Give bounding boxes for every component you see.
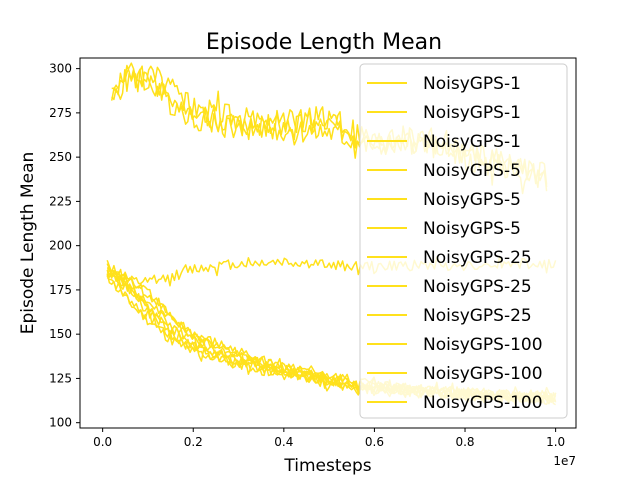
y-tick-label: 200	[49, 239, 72, 253]
legend-label: NoisyGPS-5	[423, 219, 521, 239]
legend-label: NoisyGPS-25	[423, 248, 532, 268]
y-tick-label: 175	[49, 283, 72, 297]
legend-label: NoisyGPS-100	[423, 364, 543, 384]
x-tick-label: 0.6	[365, 435, 384, 449]
y-axis: 100 125 150 175 200 225 250 275 300	[49, 62, 80, 430]
y-tick-label: 300	[49, 62, 72, 76]
legend-label: NoisyGPS-5	[423, 190, 521, 210]
y-tick-label: 275	[49, 106, 72, 120]
x-axis-offset-label: 1e7	[553, 454, 576, 468]
legend-label: NoisyGPS-25	[423, 306, 532, 326]
y-tick-label: 250	[49, 150, 72, 164]
x-tick-label: 1.0	[546, 435, 565, 449]
y-tick-label: 150	[49, 327, 72, 341]
x-axis: 0.0 0.2 0.4 0.6 0.8 1.0	[93, 428, 565, 449]
legend-label: NoisyGPS-100	[423, 335, 543, 355]
legend-label: NoisyGPS-25	[423, 277, 532, 297]
legend-label: NoisyGPS-1	[423, 103, 521, 123]
x-tick-label: 0.8	[455, 435, 474, 449]
chart-title: Episode Length Mean	[206, 30, 442, 55]
legend-label: NoisyGPS-5	[423, 161, 521, 181]
x-tick-label: 0.4	[274, 435, 293, 449]
x-tick-label: 0.2	[184, 435, 203, 449]
y-tick-label: 225	[49, 194, 72, 208]
y-tick-label: 100	[49, 416, 72, 430]
legend-label: NoisyGPS-1	[423, 132, 521, 152]
legend-label: NoisyGPS-1	[423, 74, 521, 94]
x-tick-label: 0.0	[93, 435, 112, 449]
y-tick-label: 125	[49, 371, 72, 385]
legend-box	[359, 63, 568, 419]
legend: NoisyGPS-1 NoisyGPS-1 NoisyGPS-1 NoisyGPS-5…	[359, 63, 568, 419]
y-axis-label: Episode Length Mean	[18, 152, 38, 335]
plot-frame	[79, 57, 577, 429]
legend-label: NoisyGPS-100	[423, 393, 543, 413]
x-axis-label: Timesteps	[283, 456, 371, 476]
